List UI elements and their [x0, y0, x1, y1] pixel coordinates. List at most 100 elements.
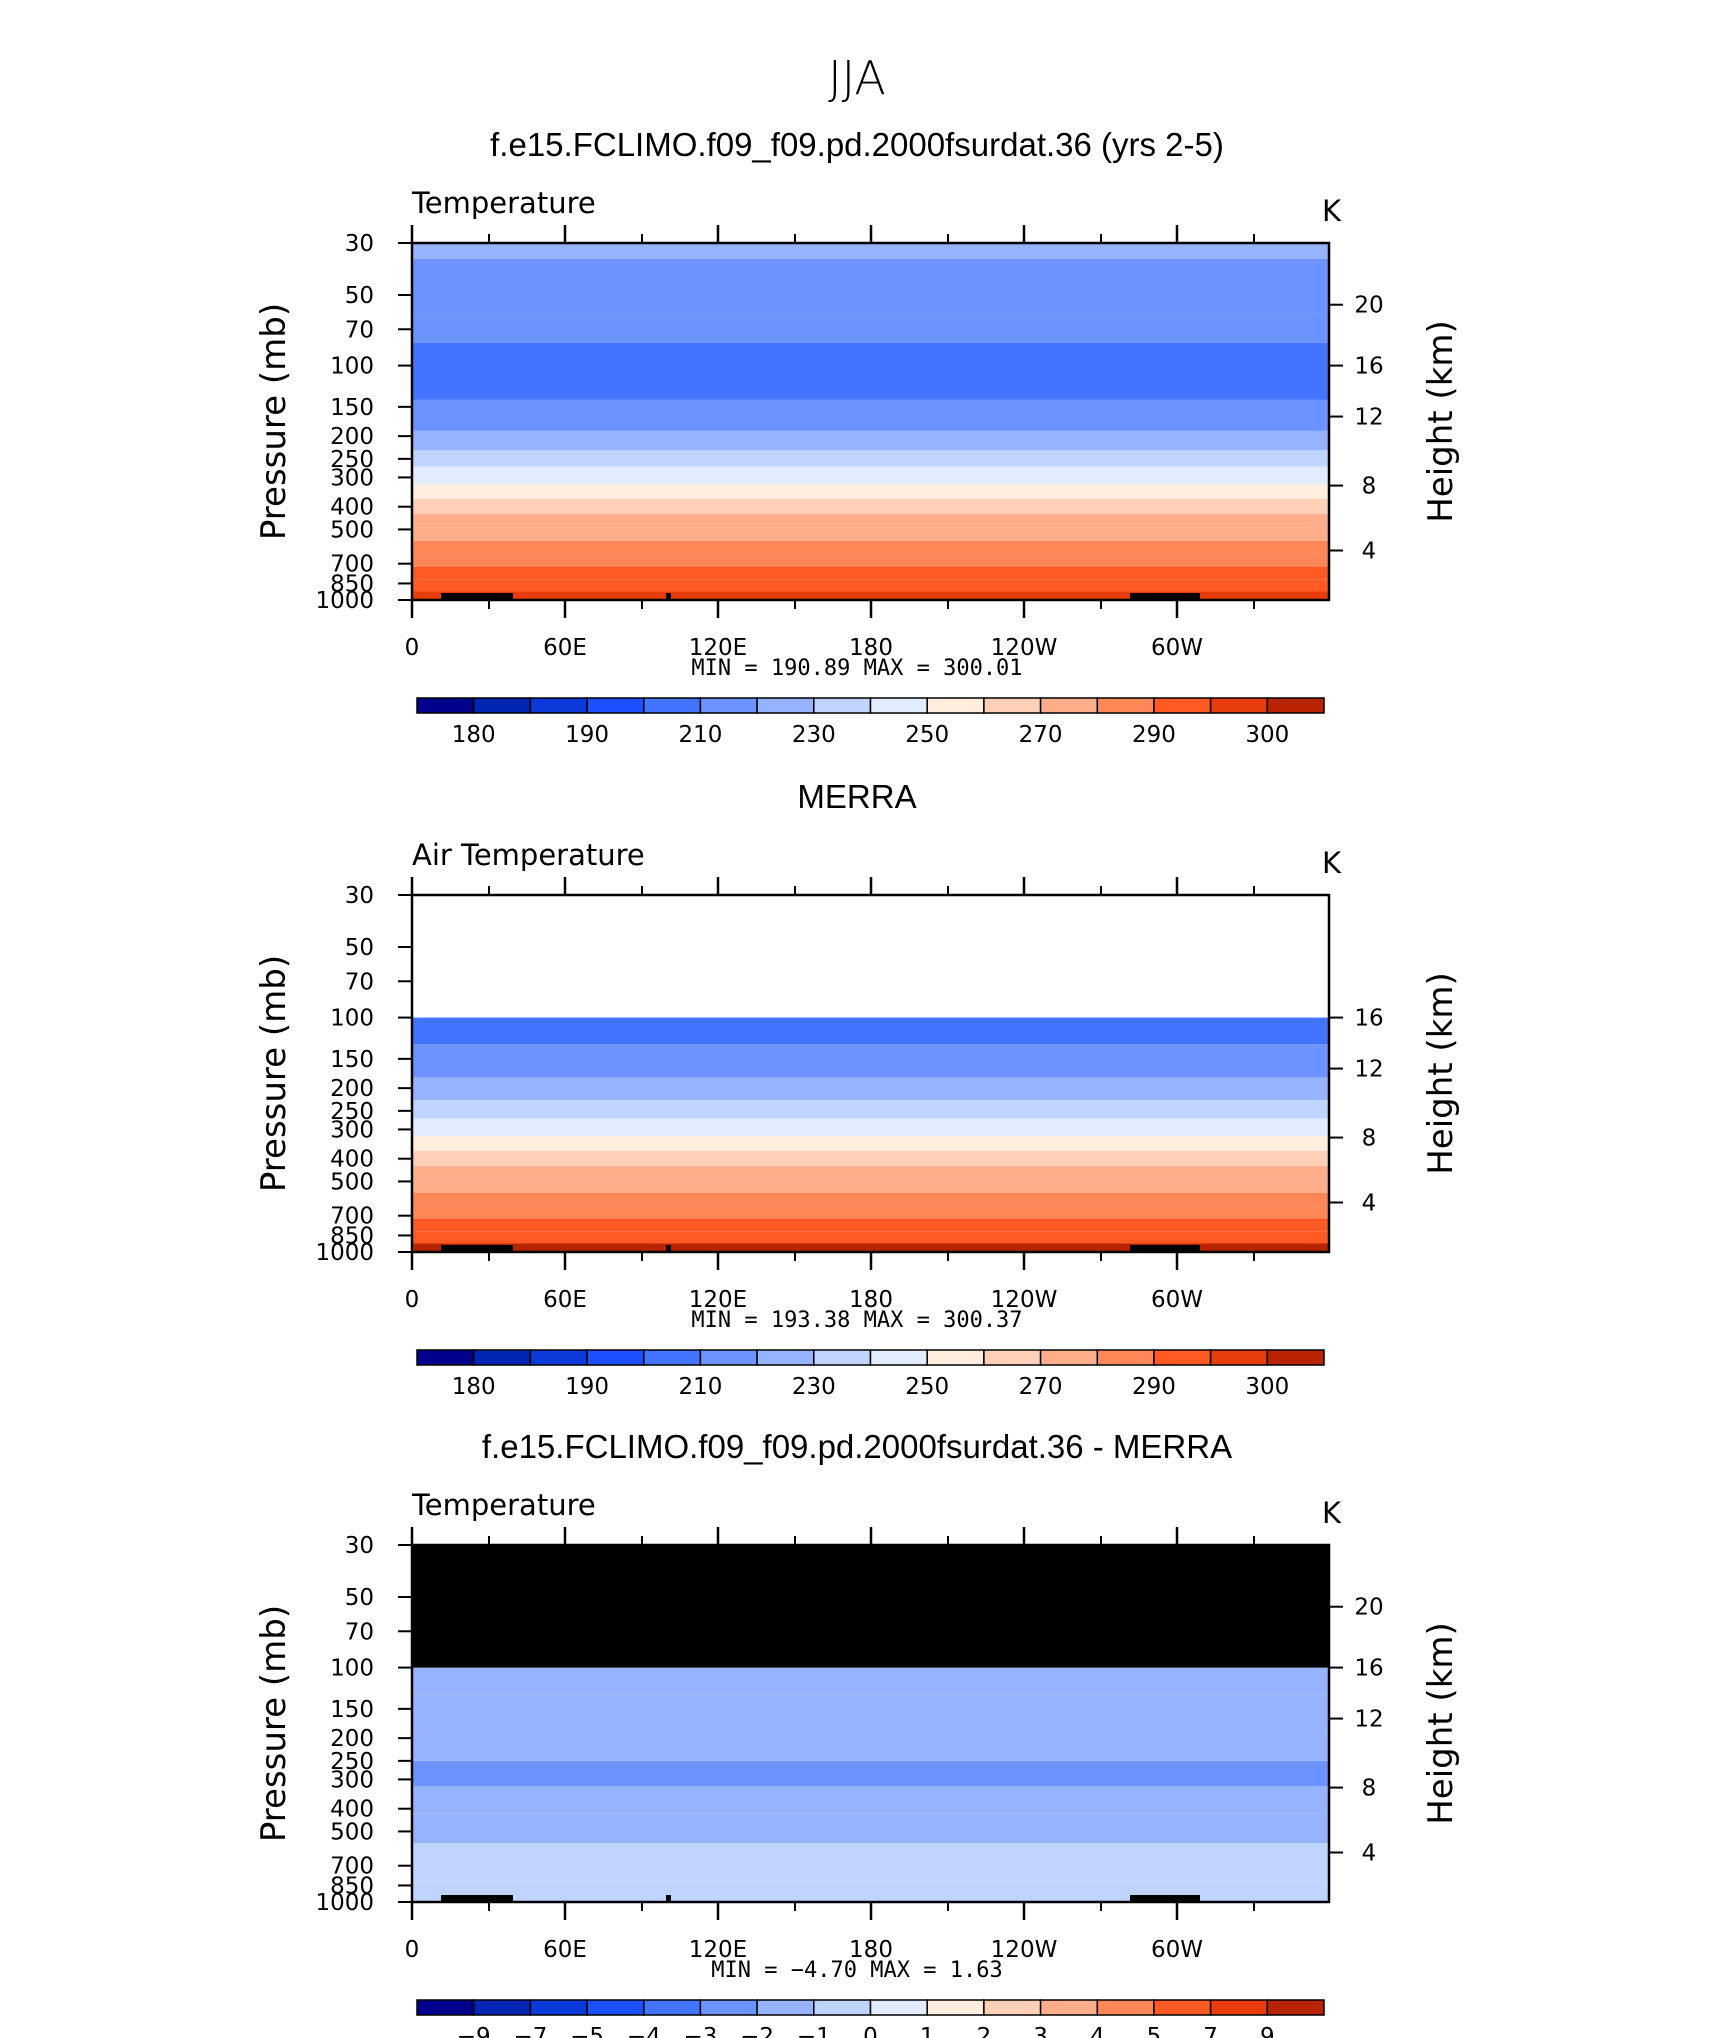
colorbar-box [756, 1349, 815, 1366]
colorbar-box [586, 697, 645, 714]
y-tick-label: 700 [330, 552, 374, 578]
y-tick-label: 700 [330, 1854, 374, 1880]
topography-mark [666, 1245, 671, 1252]
x-tick-label: 60E [543, 1937, 587, 1963]
topography-mark [1130, 593, 1200, 600]
topography-mark [441, 593, 513, 600]
colorbar-label: 300 [1245, 1374, 1289, 1400]
y-tick-label: 300 [330, 465, 374, 491]
colorbar-box [1039, 1349, 1099, 1366]
layer-band [412, 514, 1329, 528]
layer-band [412, 1017, 1329, 1045]
colorbar-box [756, 697, 815, 714]
colorbar-box [699, 1349, 758, 1366]
layer-band [412, 1179, 1329, 1193]
topography-mark [441, 1895, 513, 1902]
topography-mark [1130, 1245, 1200, 1252]
y-tick-label: 50 [345, 935, 374, 961]
y-tick-label: 1000 [315, 588, 374, 614]
layer-band [412, 1760, 1329, 1786]
colorbar-label: −7 [513, 2024, 547, 2038]
layer-band [412, 243, 1329, 259]
colorbar-box [1266, 1999, 1325, 2016]
colorbar-box [1096, 697, 1155, 714]
y-axis-label-right: Height (km) [1421, 972, 1461, 1175]
y-right-tick-label: 16 [1354, 354, 1383, 380]
colorbar-box [643, 697, 702, 714]
layer-band [412, 1231, 1329, 1244]
colorbar-box [926, 1349, 985, 1366]
topography-mark [484, 1895, 494, 1902]
y-tick-label: 150 [330, 1697, 374, 1723]
layer-band [412, 1077, 1329, 1101]
y-tick-label: 70 [345, 969, 374, 995]
y-tick-label: 50 [345, 283, 374, 309]
y-axis-label-right: Height (km) [1421, 1622, 1461, 1825]
panel-unit-label: K [1322, 846, 1342, 880]
layer-band [412, 1206, 1329, 1219]
colorbar-box [529, 1349, 588, 1366]
colorbar-box [813, 697, 872, 714]
layer-band [412, 1136, 1329, 1151]
colorbar-label: 190 [565, 1374, 609, 1400]
y-tick-label: 200 [330, 1076, 374, 1102]
y-tick-label: 850 [330, 1223, 374, 1249]
y-tick-label: 200 [330, 1726, 374, 1752]
topography-mark [666, 593, 671, 600]
panels: f.e15.FCLIMO.f09_f09.pd.2000fsurdat.36 (… [254, 126, 1461, 2038]
y-tick-label: 50 [345, 1585, 374, 1611]
colorbar-label: 270 [1019, 722, 1063, 748]
layer-band [412, 1044, 1329, 1078]
colorbar-box [1039, 1999, 1099, 2016]
colorbar-label: −3 [683, 2024, 717, 2038]
layer-band [412, 1694, 1329, 1733]
x-tick-label: 120E [689, 1287, 747, 1313]
y-right-tick-label: 20 [1354, 1595, 1383, 1621]
colorbar-box [1096, 1999, 1155, 2016]
x-tick-label: 0 [405, 1937, 420, 1963]
colorbar-box [983, 1999, 1042, 2016]
panel-unit-label: K [1322, 194, 1342, 228]
y-tick-label: 250 [330, 447, 374, 473]
colorbar-label: 190 [565, 722, 609, 748]
y-right-tick-label: 4 [1362, 1191, 1377, 1217]
layer-band [412, 591, 1329, 600]
colorbar-box [1266, 697, 1325, 714]
x-tick-label: 60E [543, 635, 587, 661]
topography-mark [484, 1245, 494, 1252]
y-right-tick-label: 20 [1354, 293, 1383, 319]
y-right-tick-label: 4 [1362, 539, 1377, 565]
panel-title: f.e15.FCLIMO.f09_f09.pd.2000fsurdat.36 -… [482, 1428, 1232, 1465]
layer-band [412, 313, 1329, 343]
y-axis-label: Pressure (mb) [254, 1605, 294, 1842]
colorbar-label: 2 [977, 2024, 992, 2038]
panel-title: f.e15.FCLIMO.f09_f09.pd.2000fsurdat.36 (… [490, 126, 1224, 163]
y-tick-label: 850 [330, 571, 374, 597]
x-tick-label: 120W [991, 1937, 1058, 1963]
layer-band [412, 1732, 1329, 1761]
y-tick-label: 30 [345, 231, 374, 257]
colorbar-box [699, 697, 758, 714]
panel-title: MERRA [797, 778, 916, 815]
colorbar-box [416, 697, 475, 714]
y-tick-label: 150 [330, 1047, 374, 1073]
x-tick-label: 180 [849, 635, 893, 661]
colorbar-label: 300 [1245, 722, 1289, 748]
x-tick-label: 60E [543, 1287, 587, 1313]
x-tick-label: 0 [405, 635, 420, 661]
min-max-text: MIN = 190.89 MAX = 300.01 [691, 656, 1022, 681]
colorbar-box [586, 1349, 645, 1366]
colorbar-box [586, 1999, 645, 2016]
y-tick-label: 30 [345, 1533, 374, 1559]
missing-data-region [412, 1545, 1329, 1668]
colorbar-box [1153, 697, 1212, 714]
layer-band [412, 1813, 1329, 1843]
x-tick-label: 120W [991, 635, 1058, 661]
layer-band [412, 527, 1329, 541]
y-right-tick-label: 12 [1354, 1707, 1383, 1733]
panel-unit-label: K [1322, 1496, 1342, 1530]
y-tick-label: 300 [330, 1767, 374, 1793]
y-tick-label: 250 [330, 1749, 374, 1775]
layer-band [412, 1166, 1329, 1180]
colorbar-box [1209, 1999, 1269, 2016]
